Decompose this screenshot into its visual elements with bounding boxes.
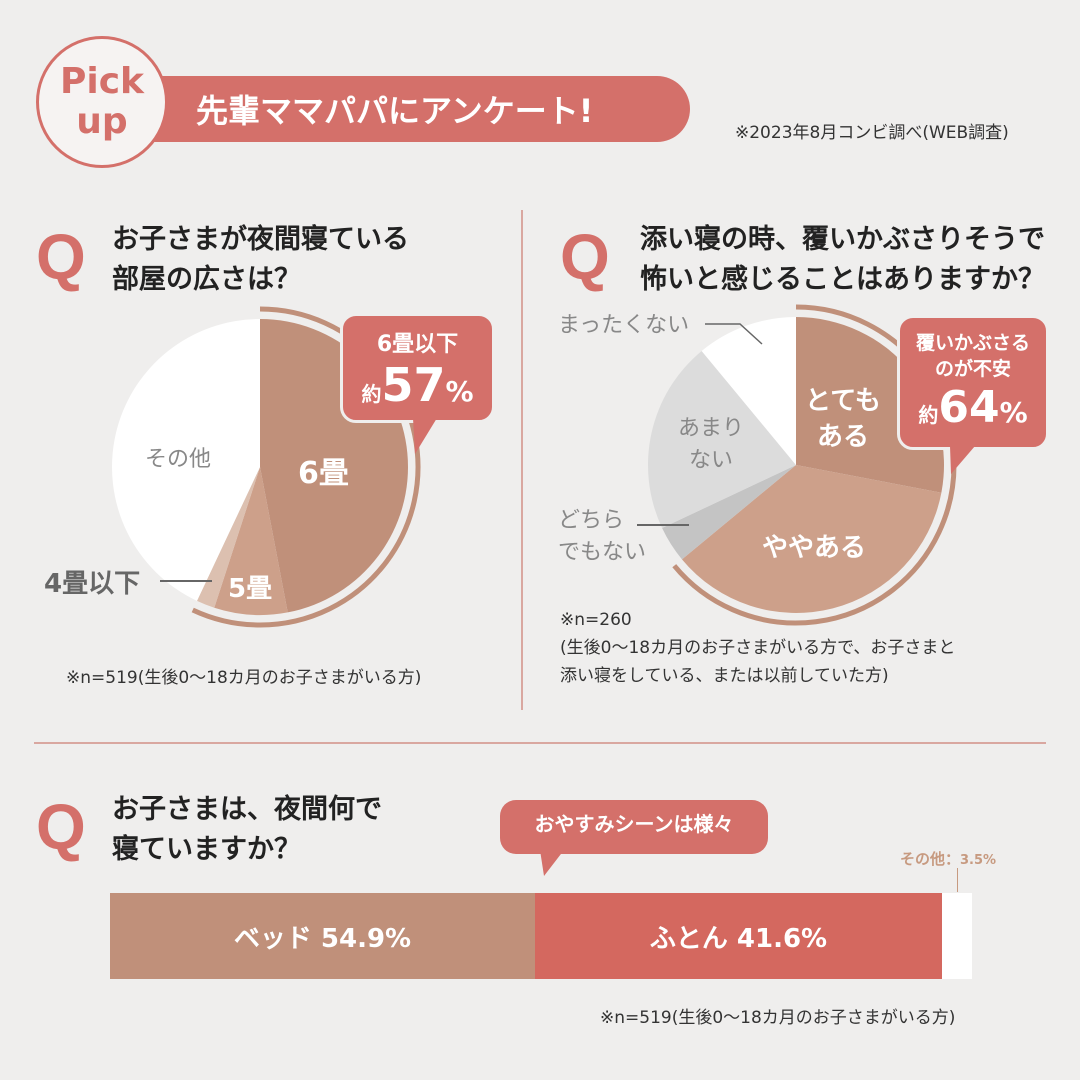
title-line: 部屋の広さは？ [112,264,301,295]
divider [521,210,523,710]
slice-label-not-much: あまり ない [678,413,744,477]
page-title: 先輩ママパパにアンケート! [150,76,690,142]
callout-unit: % [445,375,474,408]
note-line: 添い寝をしている、または以前していた方) [560,666,889,686]
badge-text: up [76,101,128,142]
pie-slice [701,317,796,465]
callout-unit: % [999,396,1028,429]
callout-bubble: おやすみシーンは様々 [500,800,768,854]
title-line: 添い寝の時、覆いかぶさりそうで [640,224,1045,255]
other-name: その他： [900,850,961,868]
slice-label-5jo: 5畳 [228,574,273,604]
label-line: どちら [558,508,625,533]
highlight-ring [672,304,957,626]
title-line: 寝ていますか？ [112,834,301,865]
callout-label: 覆いかぶさる [915,332,1030,354]
question-title: お子さまは、夜間何で 寝ていますか？ [112,790,382,870]
slice-label-somewhat: ややある [762,533,867,563]
note-line: ※n=260 [560,610,632,630]
bubble-tail [950,446,975,474]
pie-slice [214,467,288,615]
label-line: ある [816,422,869,452]
sample-note: ※n=519(生後0〜18カ月のお子さまがいる方) [66,668,422,688]
callout-bubble: 覆いかぶさる のが不安 約64% [897,315,1049,450]
stacked-bar: ベッド 54.9% ふとん 41.6% [110,893,972,979]
other-value: 3.5% [960,853,997,868]
q-mark: Q [36,221,86,293]
label-line: とても [805,386,881,416]
leader-line [957,868,958,892]
leader-line [637,524,689,526]
badge-text: Pick [59,61,144,102]
pie-slice [648,350,796,529]
callout-prefix: 約 [361,382,382,406]
slice-label-4jo: 4畳以下 [44,569,141,599]
callout-value: 57 [381,358,446,412]
slice-label-very: とても ある [805,383,881,455]
slice-label-other: その他 [145,447,212,472]
slice-label-6jo: 6畳 [298,456,349,491]
title-line: お子さまが夜間寝ている [112,224,409,255]
note-line: (生後0〜18カ月のお子さまがいる方で、お子さまと [560,638,956,658]
pie-slice [196,467,260,608]
q-mark: Q [36,791,86,863]
question-title: お子さまが夜間寝ている 部屋の広さは？ [112,220,409,300]
slice-label-neither: どちら でもない [558,505,646,569]
q-mark: Q [560,221,610,293]
label-line: でもない [558,540,647,565]
slice-label-not-at-all: まったくない [558,313,690,338]
bar-segment-futon: ふとん 41.6% [535,893,942,979]
bar-segment-other [942,893,972,979]
pickup-badge: Pick up [36,36,168,168]
callout-label: 6畳以下 [376,332,459,357]
callout-prefix: 約 [918,403,939,427]
other-label: その他：3.5% [900,848,996,869]
callout-bubble: 6畳以下 約57% [340,313,495,423]
title-line: 怖いと感じることはありますか？ [640,264,1045,295]
sample-note: ※n=519(生後0〜18カ月のお子さまがいる方) [600,1008,956,1028]
callout-value: 64 [938,382,1000,433]
pie-slice [681,465,942,613]
bubble-tail [540,850,564,876]
pie-slice [112,319,260,601]
callout-label: のが不安 [934,358,1011,380]
question-title: 添い寝の時、覆いかぶさりそうで 怖いと感じることはありますか？ [640,220,1045,300]
divider [34,742,1046,744]
label-line: ない [689,448,734,473]
leader-line [705,323,763,345]
bubble-tail [413,418,437,454]
sample-note: ※n=260 (生後0〜18カ月のお子さまがいる方で、お子さまと 添い寝をしている、… [560,606,955,690]
label-line: あまり [678,416,745,441]
title-line: お子さまは、夜間何で [112,794,382,825]
bar-segment-bed: ベッド 54.9% [110,893,535,979]
leader-line [160,580,212,582]
pie-slice [662,465,796,560]
source-note: ※2023年8月コンビ調べ(WEB調査) [735,123,1009,143]
